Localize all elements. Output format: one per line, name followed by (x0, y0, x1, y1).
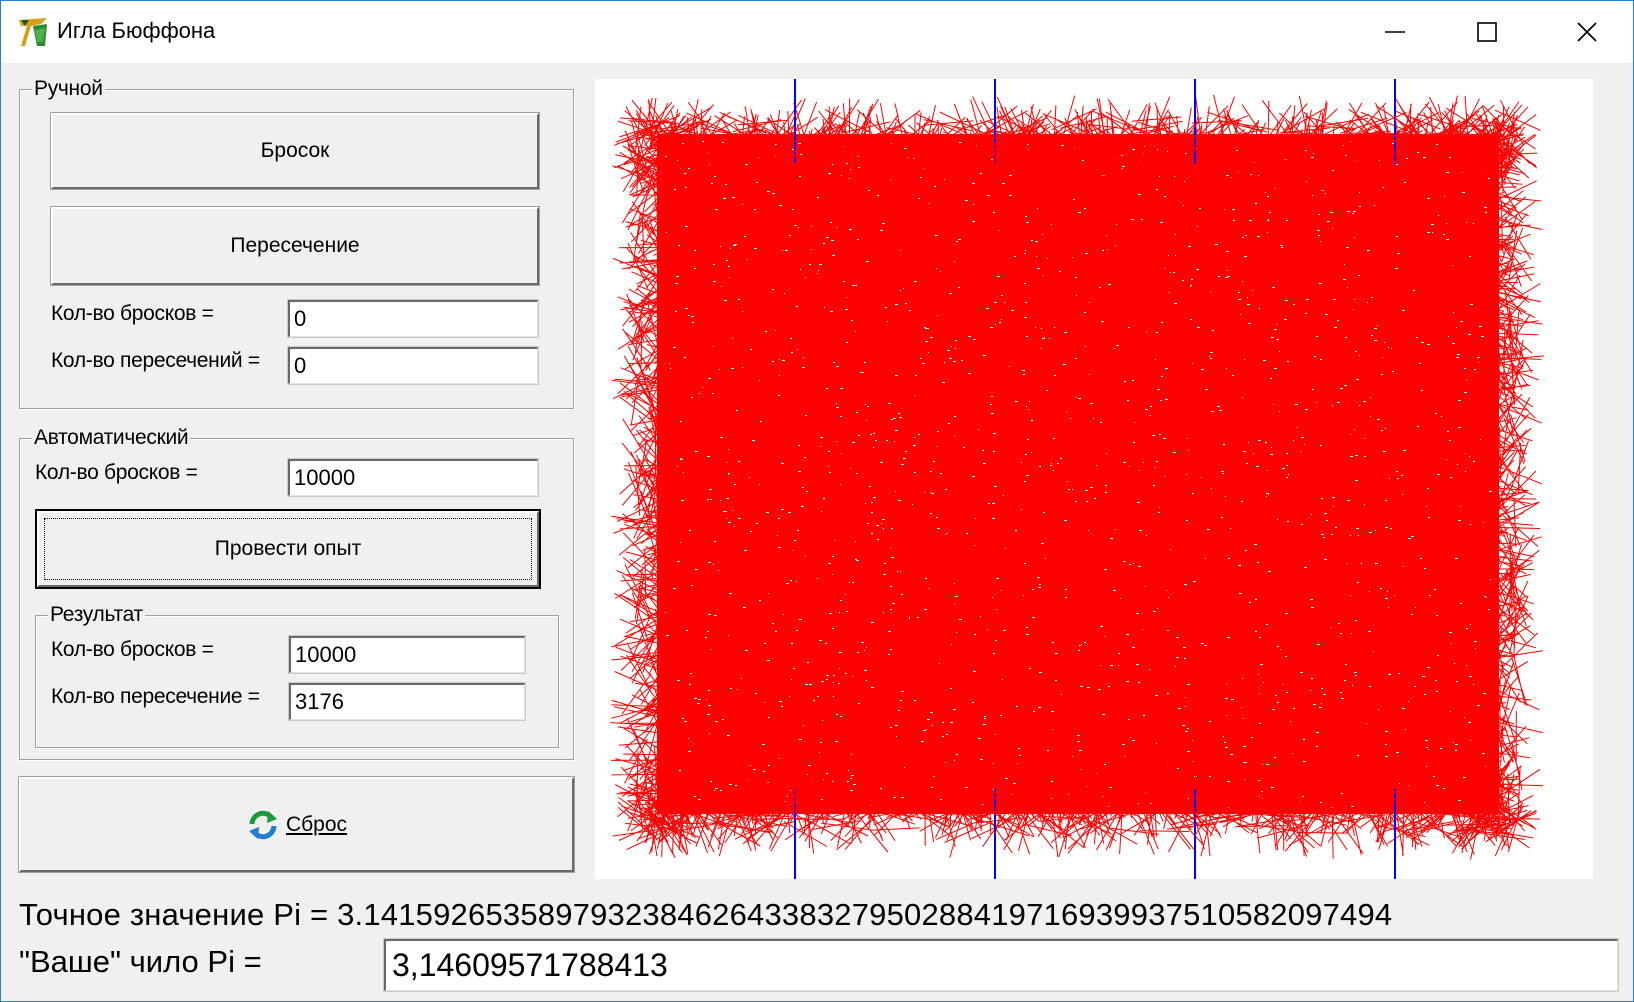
manual-group: Ручной Бросок Пересечение Кол-во бросков… (19, 77, 574, 409)
result-intersections-label: Кол-во пересечение = (51, 685, 260, 708)
minimize-button[interactable] (1349, 1, 1441, 63)
focus-rectangle (44, 518, 532, 580)
app-icon (19, 18, 47, 46)
window-title: Игла Бюффона (57, 18, 216, 43)
auto-throws-label: Кол-во бросков = (35, 461, 198, 484)
exact-pi-text: Точное значение Pi = 3.14159265358979323… (19, 897, 1393, 932)
maximize-button[interactable] (1441, 1, 1533, 63)
intersection-button[interactable]: Пересечение (50, 206, 540, 286)
reset-label: Сброс (285, 812, 348, 836)
auto-group-title: Автоматический (32, 426, 191, 450)
auto-group: Автоматический Кол-во бросков = Провести… (19, 426, 574, 760)
title-bar[interactable]: Игла Бюффона (1, 1, 1633, 63)
throw-button[interactable]: Бросок (50, 112, 540, 190)
minimize-icon (1385, 31, 1405, 33)
maximize-icon (1477, 22, 1497, 42)
result-group: Результат Кол-во бросков = Кол-во пересе… (35, 603, 559, 748)
result-throws-label: Кол-во бросков = (51, 638, 214, 661)
result-throws-field[interactable] (288, 635, 526, 674)
your-pi-label: "Ваше" чило Pi = (19, 944, 262, 979)
close-icon (1577, 22, 1597, 42)
manual-intersections-label: Кол-во пересечений = (51, 349, 260, 372)
close-button[interactable] (1541, 1, 1633, 63)
refresh-icon (248, 810, 277, 839)
manual-throws-field[interactable] (287, 299, 539, 338)
run-experiment-label: Провести опыт (214, 537, 362, 560)
drawing-canvas[interactable] (595, 79, 1593, 879)
your-pi-field[interactable] (383, 938, 1619, 992)
manual-intersections-field[interactable] (287, 346, 539, 385)
needles-plot (610, 79, 1545, 879)
run-experiment-button[interactable]: Провести опыт (35, 509, 541, 589)
manual-group-title: Ручной (32, 77, 105, 101)
reset-button[interactable]: Сброс (18, 776, 575, 873)
result-group-title: Результат (48, 603, 145, 627)
manual-throws-label: Кол-во бросков = (51, 302, 214, 325)
result-intersections-field[interactable] (288, 682, 526, 721)
auto-throws-field[interactable] (287, 458, 539, 497)
